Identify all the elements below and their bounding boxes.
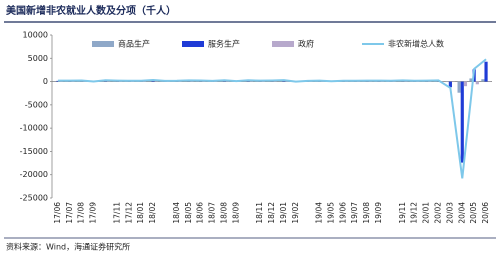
bar <box>476 82 479 85</box>
x-tick-label: 20/03 <box>445 202 454 224</box>
x-tick-label: 19/01 <box>279 202 288 224</box>
x-tick-label: 20/06 <box>481 202 490 224</box>
y-tick-label: -25000 <box>20 194 48 203</box>
x-tick-label: 18/09 <box>231 202 240 224</box>
x-tick-label: 17/07 <box>65 202 74 224</box>
x-tick-label: 18/07 <box>208 202 217 224</box>
x-tick-label: 18/02 <box>148 202 157 224</box>
x-tick-label: 17/12 <box>124 202 133 224</box>
y-tick-label: 10000 <box>23 31 48 40</box>
x-tick-label: 20/05 <box>469 202 478 224</box>
bar <box>481 79 484 81</box>
legend-label: 政府 <box>298 39 314 49</box>
x-tick-label: 17/06 <box>53 202 62 224</box>
line <box>58 59 486 178</box>
x-tick-label: 19/08 <box>362 202 371 224</box>
x-tick-label: 18/04 <box>172 202 181 224</box>
legend-swatch <box>92 41 114 47</box>
y-tick-label: -20000 <box>20 170 48 179</box>
x-tick-label: 18/05 <box>184 202 193 224</box>
legend-label: 服务生产 <box>208 39 240 49</box>
source-note: 资料来源：Wind，海通证券研究所 <box>6 242 130 252</box>
x-tick-label: 19/06 <box>338 202 347 224</box>
bar <box>484 62 487 82</box>
legend-swatch <box>182 41 204 47</box>
x-tick-label: 17/08 <box>77 202 86 224</box>
x-tick-label: 20/01 <box>422 202 431 224</box>
legend-swatch <box>272 41 294 47</box>
bar <box>461 82 464 163</box>
x-tick-label: 19/11 <box>398 202 407 224</box>
x-tick-label: 20/04 <box>457 202 466 224</box>
x-tick-label: 19/07 <box>350 202 359 224</box>
y-tick-label: -15000 <box>20 147 48 156</box>
x-tick-label: 19/02 <box>291 202 300 224</box>
legend-label: 商品生产 <box>118 39 150 49</box>
x-tick-label: 18/06 <box>196 202 205 224</box>
y-tick-label: 5000 <box>28 54 48 63</box>
x-tick-label: 18/01 <box>136 202 145 224</box>
x-tick-label: 17/09 <box>89 202 98 224</box>
x-tick-label: 18/12 <box>267 202 276 224</box>
x-tick-label: 20/02 <box>433 202 442 224</box>
bar <box>464 82 467 87</box>
y-tick-label: 0 <box>43 77 48 86</box>
chart-title: 美国新增非农就业人数及分项（千人） <box>6 4 176 17</box>
y-tick-label: -10000 <box>20 124 48 133</box>
x-tick-label: 19/09 <box>374 202 383 224</box>
legend-label: 非农新增总人数 <box>388 39 444 49</box>
x-tick-label: 19/12 <box>410 202 419 224</box>
x-tick-label: 19/05 <box>326 202 335 224</box>
x-tick-label: 18/08 <box>219 202 228 224</box>
x-tick-label: 17/11 <box>112 202 121 224</box>
x-tick-label: 18/11 <box>255 202 264 224</box>
y-tick-label: -5000 <box>25 100 48 109</box>
bar <box>458 82 461 93</box>
x-tick-label: 19/04 <box>315 202 324 224</box>
